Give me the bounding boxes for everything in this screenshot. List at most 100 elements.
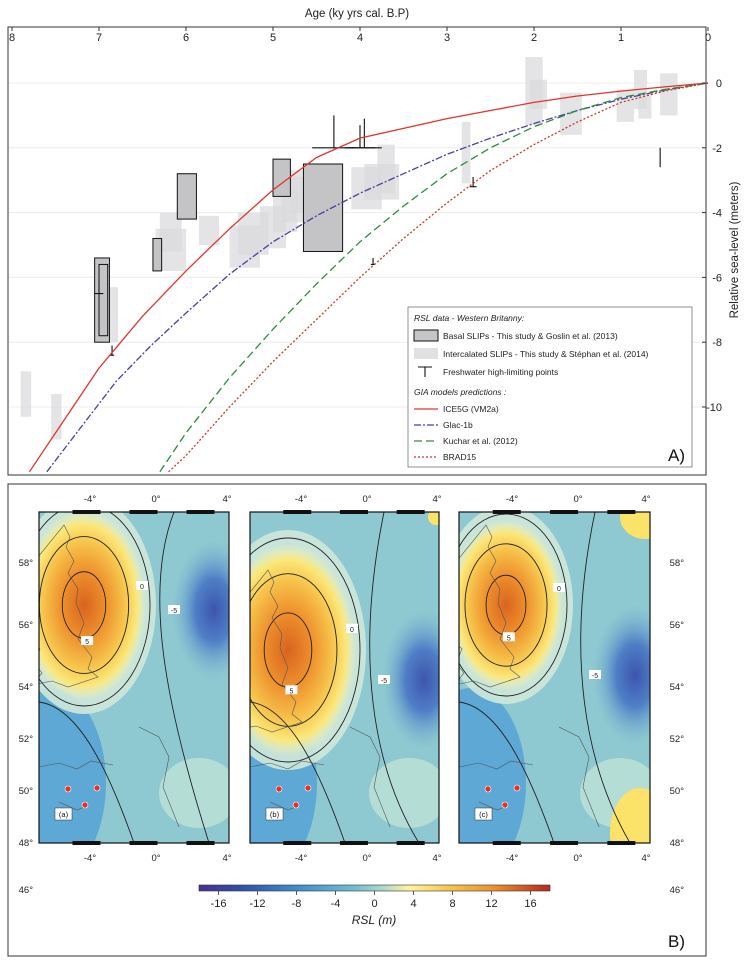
x-tick-label: 3 bbox=[444, 32, 450, 44]
map-frame-tick bbox=[607, 841, 636, 845]
map-frame-tick bbox=[339, 510, 368, 514]
contour-label-bg bbox=[136, 581, 148, 590]
latitude-label: 58° bbox=[19, 558, 34, 569]
map-frame-tick bbox=[492, 841, 521, 845]
longitude-label: -4° bbox=[506, 853, 518, 864]
legend-label-limit: Freshwater high-limiting points bbox=[443, 367, 558, 377]
contour-label-bg bbox=[502, 632, 515, 642]
y-tick-label: -2 bbox=[712, 143, 722, 155]
legend-label-ice5g: ICE5G (VM2a) bbox=[443, 404, 499, 414]
panel-b-label: B) bbox=[668, 932, 685, 951]
legend-label-glac: Glac-1b bbox=[443, 420, 473, 430]
colorbar-label: RSL (m) bbox=[352, 913, 396, 927]
longitude-label: 4° bbox=[432, 494, 441, 505]
longitude-label: 4° bbox=[222, 853, 231, 864]
x-tick-label: 8 bbox=[9, 32, 15, 44]
contour-label: 0 bbox=[140, 584, 144, 591]
basal-slip-box bbox=[302, 163, 344, 252]
contour-label-bg bbox=[168, 605, 180, 614]
latitude-label: 56° bbox=[670, 620, 685, 631]
longitude-label: 0° bbox=[151, 494, 160, 505]
map-trough bbox=[382, 610, 439, 750]
colorbar-tick-label: -16 bbox=[211, 898, 227, 910]
map-low-region bbox=[39, 688, 106, 843]
basal-slip-box bbox=[152, 238, 163, 272]
map-frame-tick bbox=[550, 510, 579, 514]
colorbar-tick-label: 4 bbox=[410, 898, 416, 910]
contour-label: 0 bbox=[557, 586, 561, 593]
legend: RSL data - Western Britanny: Basal SLIPs… bbox=[407, 306, 693, 468]
longitude-label: -4° bbox=[84, 853, 96, 864]
site-marker bbox=[93, 784, 101, 792]
limit-point-marker bbox=[469, 176, 477, 188]
legend-swatch-basal bbox=[413, 329, 439, 342]
site-marker bbox=[304, 784, 312, 792]
legend-model-heading: GIA models predictions : bbox=[414, 387, 507, 397]
colorbar-tick-label: -12 bbox=[250, 898, 266, 910]
intercalated-slip-box bbox=[660, 73, 678, 116]
y-axis-title: Relative sea-level (meters) bbox=[729, 181, 741, 318]
y-axis-ticks: 0 -2 -4 -6 -8 -10 bbox=[702, 78, 722, 414]
site-marker bbox=[275, 785, 283, 793]
x-tick-label: 7 bbox=[96, 32, 102, 44]
map-frame-tick bbox=[396, 510, 425, 514]
y-tick-label: 0 bbox=[716, 78, 722, 90]
legend-box bbox=[407, 306, 693, 468]
panel-b: 50-5(a)50-5(b)50-5(c) 58°56°54°52°50°48°… bbox=[7, 483, 707, 957]
legend-swatch-limit bbox=[418, 366, 432, 377]
x-tick-label: 6 bbox=[183, 32, 189, 44]
intercalated-slip-box bbox=[159, 212, 182, 252]
map-corner-positive bbox=[610, 788, 650, 843]
longitude-label: -4° bbox=[295, 853, 307, 864]
panel-a-label: A) bbox=[668, 446, 685, 465]
longitude-label: 4° bbox=[222, 494, 231, 505]
intercalated-slip-box bbox=[377, 144, 395, 194]
rsl-map: 5 0 -5 (a) bbox=[38, 510, 230, 845]
map-frame-tick bbox=[129, 510, 158, 514]
intercalated-slip-box bbox=[638, 92, 652, 119]
intercalated-slip-box bbox=[109, 287, 119, 343]
latitude-label: 48° bbox=[670, 838, 685, 849]
basal-slip-box bbox=[176, 173, 197, 220]
contour-label-bg bbox=[589, 670, 601, 679]
map-label: (b) bbox=[270, 810, 280, 819]
map-label: (c) bbox=[479, 810, 488, 819]
longitude-label: 0° bbox=[573, 853, 582, 864]
x-tick-label: 0 bbox=[705, 32, 711, 44]
limit-point-marker bbox=[94, 280, 104, 295]
colorbar-tick-label: -4 bbox=[331, 898, 341, 910]
latitude-label: 46° bbox=[670, 885, 685, 896]
map-trough bbox=[593, 605, 650, 745]
legend-swatch-intercalated bbox=[414, 348, 438, 359]
contour-label-bg bbox=[378, 675, 390, 684]
basal-slips bbox=[94, 158, 344, 343]
legend-label-basal: Basal SLIPs - This study & Goslin et al.… bbox=[443, 331, 618, 341]
map-frame-tick bbox=[339, 841, 368, 845]
contour-label: -5 bbox=[381, 678, 387, 685]
colorbar-ticks: -16 -12 -8 -4 0 4 8 12 16 bbox=[211, 891, 537, 910]
map-peak bbox=[250, 544, 356, 756]
latitude-label: 50° bbox=[670, 786, 685, 797]
legend-label-kuchar: Kuchar et al. (2012) bbox=[443, 436, 518, 446]
y-tick-label: -4 bbox=[712, 208, 722, 220]
x-tick-label: 4 bbox=[357, 32, 363, 44]
contour-label-bg bbox=[81, 636, 94, 646]
longitude-label: 4° bbox=[432, 853, 441, 864]
x-tick-label: 2 bbox=[531, 32, 537, 44]
map-frame-tick bbox=[72, 841, 101, 845]
y-tick-label: -10 bbox=[706, 402, 722, 414]
longitude-label: 4° bbox=[641, 494, 650, 505]
intercalated-slip-box bbox=[560, 92, 582, 135]
intercalated-slip-box bbox=[199, 215, 220, 245]
x-axis-title: Age (ky yrs cal. B.P) bbox=[305, 8, 409, 20]
coastline bbox=[250, 569, 303, 733]
longitude-label: 0° bbox=[573, 494, 582, 505]
map-field: 5 0 -5 bbox=[250, 512, 439, 843]
site-marker bbox=[484, 785, 492, 793]
colorbar-tick-label: 16 bbox=[524, 898, 536, 910]
panel-a: 8 7 6 5 4 3 2 1 0 0 -2 -4 -6 -8 -10 Age (ky yrs cal. … bbox=[7, 8, 741, 476]
site-marker bbox=[64, 785, 72, 793]
map-corner-positive bbox=[428, 512, 439, 525]
model-curve bbox=[28, 82, 709, 473]
